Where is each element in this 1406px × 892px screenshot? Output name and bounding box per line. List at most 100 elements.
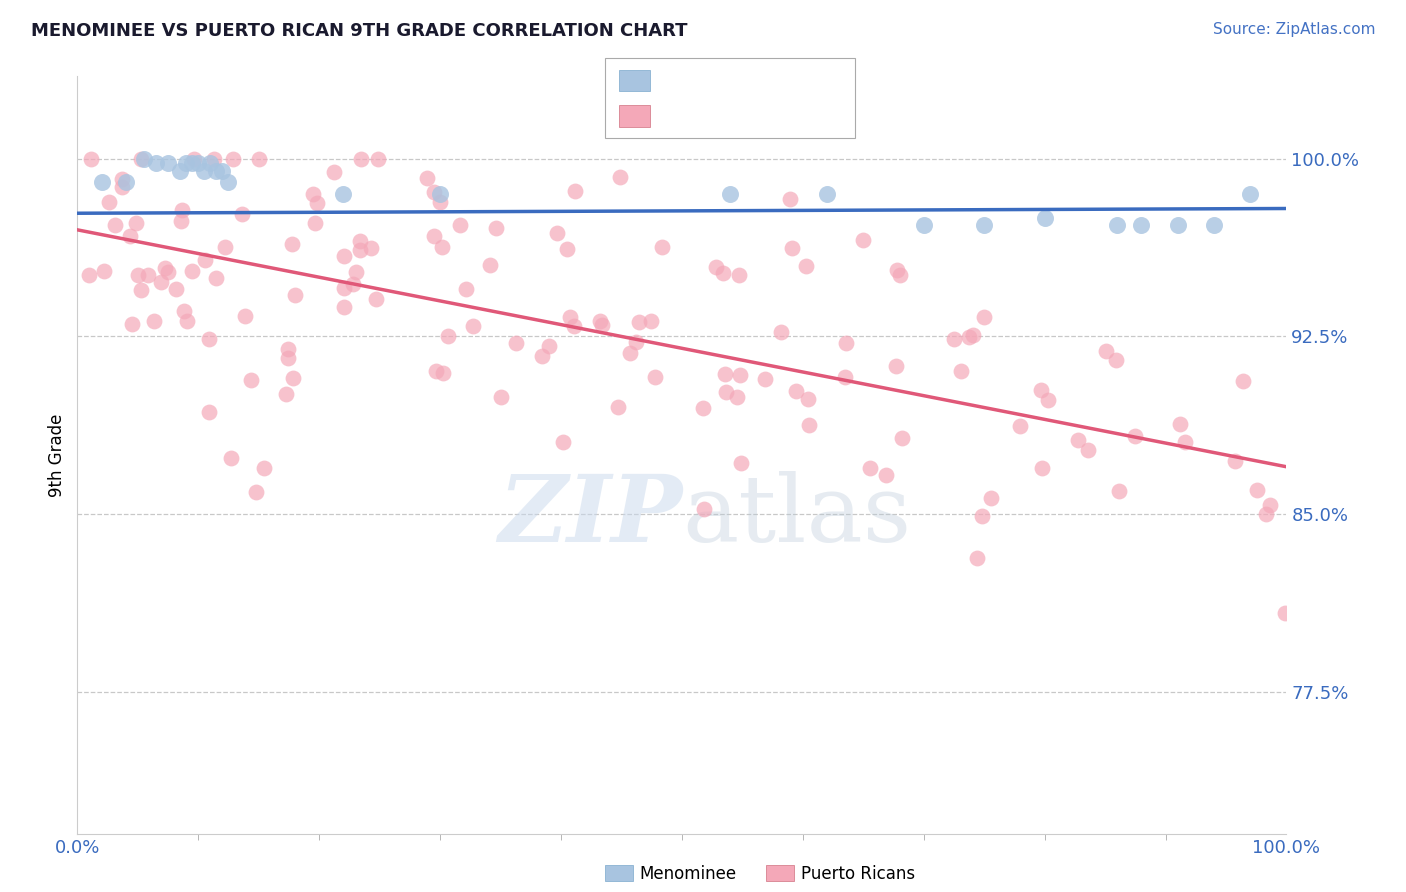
Point xyxy=(859,461,882,475)
Point xyxy=(80,152,103,166)
Point xyxy=(132,152,155,166)
Point xyxy=(281,371,304,385)
Point xyxy=(1232,374,1254,388)
Text: 0.070: 0.070 xyxy=(689,69,747,87)
Point xyxy=(93,263,115,277)
Point xyxy=(247,152,270,166)
Point xyxy=(1223,453,1246,467)
Text: N =: N = xyxy=(740,106,776,124)
Point xyxy=(1031,383,1053,397)
Point xyxy=(218,176,240,190)
Point xyxy=(962,327,984,342)
Text: 26: 26 xyxy=(770,69,800,87)
Point xyxy=(1038,393,1060,408)
Point xyxy=(505,335,527,350)
Point xyxy=(274,386,297,401)
Point xyxy=(197,332,219,346)
Point xyxy=(165,282,187,296)
Point xyxy=(560,310,582,325)
Point xyxy=(333,248,356,262)
Point xyxy=(886,262,908,277)
Point xyxy=(449,219,471,233)
Point xyxy=(531,349,554,363)
Point xyxy=(323,165,346,179)
Point xyxy=(957,330,980,344)
Point xyxy=(170,213,193,227)
Point xyxy=(1274,607,1296,621)
Point xyxy=(333,281,356,295)
Point xyxy=(277,351,299,365)
Text: Source: ZipAtlas.com: Source: ZipAtlas.com xyxy=(1212,22,1375,37)
Point xyxy=(170,202,193,217)
Point xyxy=(815,187,838,202)
Point xyxy=(432,240,454,254)
Point xyxy=(589,314,612,328)
Point xyxy=(127,268,149,282)
Point xyxy=(1258,498,1281,512)
Point xyxy=(716,384,738,399)
Point xyxy=(1202,218,1225,232)
Point xyxy=(77,268,100,283)
Point xyxy=(245,484,267,499)
Point xyxy=(204,270,226,285)
Text: ZIP: ZIP xyxy=(498,471,682,560)
Point xyxy=(834,370,856,384)
Point xyxy=(349,234,371,248)
Point xyxy=(591,318,613,333)
Point xyxy=(780,241,803,255)
Point xyxy=(546,226,568,240)
Text: Menominee: Menominee xyxy=(640,865,737,883)
Point xyxy=(607,401,630,415)
Point xyxy=(437,328,460,343)
Point xyxy=(1254,507,1277,521)
Point xyxy=(692,401,714,416)
Point xyxy=(1125,429,1147,443)
Point xyxy=(176,314,198,328)
Point xyxy=(485,221,508,235)
Point xyxy=(181,264,204,278)
Point xyxy=(1010,419,1032,434)
Point xyxy=(111,172,134,186)
Point xyxy=(785,384,807,398)
Point xyxy=(718,187,741,202)
Point xyxy=(891,431,914,445)
Text: R =: R = xyxy=(658,106,695,124)
Point xyxy=(198,404,221,418)
Point xyxy=(219,450,242,465)
Point xyxy=(1167,218,1189,232)
Point xyxy=(346,265,368,279)
Point xyxy=(461,319,484,334)
Point xyxy=(233,309,256,323)
Point xyxy=(333,300,356,314)
Point xyxy=(1107,218,1129,232)
Point xyxy=(364,292,387,306)
Point xyxy=(835,335,858,350)
Point xyxy=(221,152,243,166)
Point xyxy=(1105,353,1128,368)
Point xyxy=(704,260,727,274)
Point xyxy=(619,346,641,360)
Point xyxy=(98,194,121,209)
Point xyxy=(284,287,307,301)
Point xyxy=(555,242,578,256)
Point xyxy=(1174,435,1197,450)
Point xyxy=(973,218,995,232)
Point xyxy=(429,194,451,209)
Point xyxy=(980,491,1002,505)
Point xyxy=(1031,461,1053,475)
Point xyxy=(349,243,371,257)
Point xyxy=(118,228,141,243)
Point xyxy=(350,152,373,166)
Point xyxy=(537,339,560,353)
Point xyxy=(456,282,478,296)
Point xyxy=(211,163,233,178)
Point xyxy=(143,314,166,328)
Point xyxy=(889,268,911,282)
Point xyxy=(194,252,217,267)
Point xyxy=(124,216,146,230)
Point xyxy=(121,317,143,331)
Point xyxy=(422,185,444,199)
Point xyxy=(342,277,364,291)
Point xyxy=(491,391,513,405)
Point xyxy=(770,325,793,339)
